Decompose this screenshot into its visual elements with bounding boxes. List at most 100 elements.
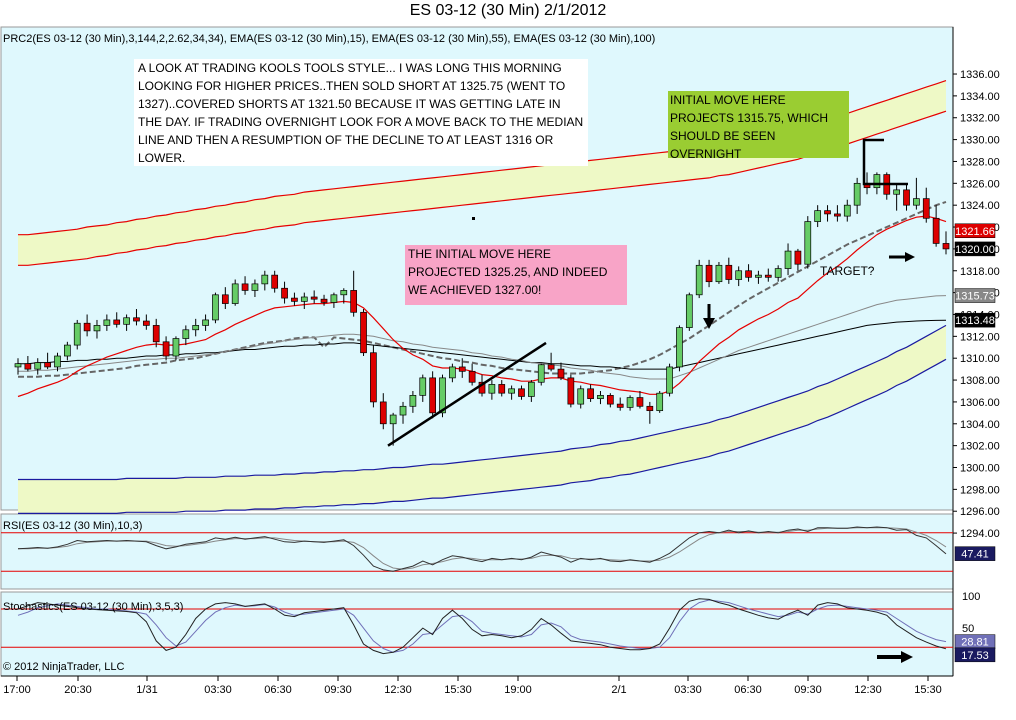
candle-up bbox=[419, 377, 427, 396]
candle-down bbox=[518, 388, 525, 397]
candle-down bbox=[587, 388, 594, 399]
annotation-green-box[interactable]: INITIAL MOVE HERE PROJECTS 1315.75, WHIC… bbox=[668, 91, 849, 161]
price-label-box bbox=[954, 241, 996, 257]
y-tick-label: 1324.00 bbox=[960, 200, 1000, 212]
stoch-y-tick-label: 100 bbox=[962, 591, 980, 603]
candle-up bbox=[755, 274, 762, 278]
candle-up bbox=[784, 250, 792, 269]
series-line-median bbox=[18, 200, 947, 378]
y-tick-label: 1312.00 bbox=[960, 331, 1000, 343]
y-tick-label: 1330.00 bbox=[960, 135, 1000, 147]
y-tick-label: 1298.00 bbox=[960, 484, 1000, 496]
candle-down bbox=[646, 405, 654, 412]
candle-up bbox=[626, 397, 634, 408]
oscillator-lines bbox=[1, 526, 953, 655]
annotation-pink-box[interactable]: THE INITIAL MOVE HERE PROJECTED 1325.25,… bbox=[405, 245, 627, 305]
candle-up bbox=[893, 189, 900, 195]
candle-down bbox=[834, 213, 841, 217]
candle-up bbox=[300, 296, 308, 302]
candle-up bbox=[399, 405, 407, 416]
candle-up bbox=[508, 388, 515, 394]
stoch-k-value-label-box bbox=[954, 647, 996, 663]
candle-up bbox=[123, 317, 130, 325]
stoch-d-value-label: 28.81 bbox=[961, 637, 989, 649]
price-label: 1313.48 bbox=[955, 315, 995, 327]
y-tick-label: 1300.00 bbox=[960, 463, 1000, 475]
annotation-target[interactable]: TARGET? bbox=[820, 264, 875, 278]
candle-down bbox=[498, 384, 506, 394]
x-tick-label: 06:30 bbox=[264, 684, 292, 696]
price-labels: 1321.66 1320.00 1315.73 1313.48 47.41 28.8117… bbox=[954, 223, 996, 663]
candle-up bbox=[182, 329, 190, 339]
candle-up bbox=[843, 204, 851, 217]
arrow-down-head bbox=[703, 318, 715, 329]
x-tick-label: 15:30 bbox=[914, 684, 942, 696]
annotation-main-text[interactable]: A LOOK AT TRADING KOOLS TOOLS STYLE... I… bbox=[134, 59, 588, 166]
y-tick-label: 1306.00 bbox=[960, 397, 1000, 409]
series-line-upper-inner-band bbox=[18, 110, 947, 266]
rsi-average-line bbox=[18, 527, 947, 570]
x-tick-label: 12:30 bbox=[384, 684, 412, 696]
candle-down bbox=[567, 377, 575, 405]
time-axis: 17:00 20:30 1/31 03:30 06:30 09:30 12:30 15:30 1… bbox=[3, 676, 942, 696]
candle-down bbox=[903, 189, 910, 206]
y-tick-label: 1328.00 bbox=[960, 156, 1000, 168]
stoch-d-line bbox=[17, 599, 947, 653]
candle-down bbox=[764, 274, 772, 278]
candle-down bbox=[636, 397, 644, 407]
candle-up bbox=[261, 274, 269, 285]
trend-line bbox=[387, 341, 547, 447]
candle-up bbox=[449, 366, 456, 379]
x-tick-label: 19:00 bbox=[504, 684, 532, 696]
candle-down bbox=[241, 283, 249, 291]
x-tick-label: 12:30 bbox=[854, 684, 882, 696]
candle-down bbox=[113, 319, 121, 325]
candle-down bbox=[557, 368, 565, 379]
bracket-marker bbox=[862, 138, 908, 186]
candle-down bbox=[942, 243, 950, 250]
candle-up bbox=[34, 362, 42, 370]
candle-up bbox=[804, 221, 812, 265]
candle-down bbox=[616, 403, 624, 408]
candle-down bbox=[932, 217, 940, 244]
stoch-k-line bbox=[17, 598, 947, 655]
x-tick-label: 17:00 bbox=[3, 684, 31, 696]
candle-up bbox=[73, 322, 81, 346]
candle-down bbox=[152, 325, 160, 343]
arrow-right-stoch-head bbox=[901, 651, 913, 663]
y-tick-label: 1294.00 bbox=[960, 528, 1000, 540]
candle-up bbox=[913, 198, 920, 206]
candle-down bbox=[725, 264, 733, 280]
indicator-lines bbox=[17, 80, 947, 514]
candle-up bbox=[330, 294, 338, 303]
candle-down bbox=[379, 401, 387, 425]
candle-down bbox=[794, 250, 802, 265]
candle-down bbox=[606, 395, 614, 405]
series-line-ema-es-03-12-30-min-55- bbox=[18, 295, 947, 380]
y-tick-label: 1336.00 bbox=[960, 69, 1000, 81]
candle-down bbox=[922, 198, 930, 219]
y-tick-label: 1334.00 bbox=[960, 91, 1000, 103]
price-label-box bbox=[954, 288, 996, 303]
rsi-value-label-box bbox=[954, 546, 996, 561]
candle-down bbox=[162, 341, 170, 357]
candle-up bbox=[676, 327, 683, 368]
right-axis-area bbox=[953, 27, 1015, 676]
candle-down bbox=[350, 290, 358, 313]
candle-up bbox=[172, 338, 180, 357]
candle-up bbox=[735, 270, 743, 280]
candle-up bbox=[774, 268, 782, 278]
candle-down bbox=[360, 311, 367, 354]
x-tick-label: 2/1 bbox=[611, 684, 626, 696]
price-label-box bbox=[954, 312, 996, 328]
price-label-box bbox=[954, 223, 996, 239]
candle-up bbox=[251, 283, 259, 291]
candle-down bbox=[310, 296, 318, 300]
candle-up bbox=[528, 381, 535, 397]
candle-up bbox=[873, 174, 881, 189]
candle-down bbox=[745, 270, 752, 278]
candle-up bbox=[340, 290, 348, 296]
dot-marker bbox=[472, 217, 475, 220]
x-tick-label: 20:30 bbox=[64, 684, 92, 696]
candle-up bbox=[409, 395, 417, 407]
